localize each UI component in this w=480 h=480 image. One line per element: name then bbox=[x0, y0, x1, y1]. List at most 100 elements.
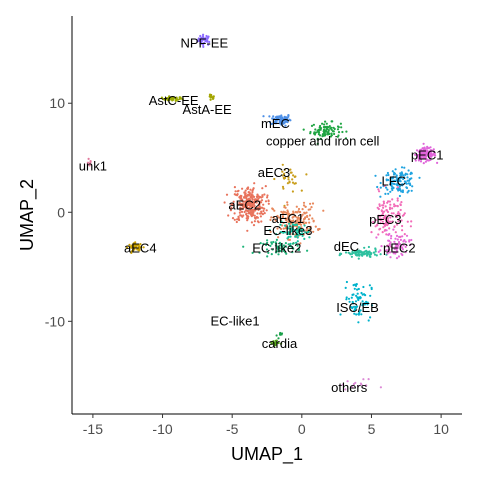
data-point bbox=[399, 238, 402, 241]
data-point bbox=[258, 204, 261, 207]
data-point bbox=[281, 174, 284, 177]
data-point bbox=[365, 301, 368, 304]
data-point bbox=[389, 241, 392, 244]
data-point bbox=[360, 251, 363, 254]
data-point bbox=[378, 203, 381, 206]
data-point bbox=[270, 216, 273, 219]
data-point bbox=[238, 196, 241, 199]
data-point bbox=[382, 226, 385, 229]
data-point bbox=[300, 189, 303, 192]
data-point bbox=[286, 237, 289, 240]
data-point bbox=[386, 188, 389, 191]
data-point bbox=[237, 189, 240, 192]
data-point bbox=[300, 215, 303, 218]
data-point bbox=[344, 137, 348, 140]
data-point bbox=[307, 208, 310, 211]
data-point bbox=[427, 159, 430, 162]
data-point bbox=[291, 242, 294, 245]
data-point bbox=[283, 168, 286, 171]
data-point bbox=[287, 227, 290, 230]
data-point bbox=[252, 224, 256, 227]
data-point bbox=[283, 172, 286, 175]
data-point bbox=[365, 254, 369, 257]
data-point bbox=[240, 196, 243, 200]
data-point bbox=[272, 340, 275, 343]
data-point bbox=[396, 199, 399, 202]
data-point bbox=[325, 125, 328, 128]
data-point bbox=[256, 220, 259, 223]
data-point bbox=[296, 240, 299, 243]
data-point bbox=[244, 189, 247, 192]
data-point bbox=[291, 213, 294, 216]
data-point bbox=[351, 300, 354, 304]
data-point bbox=[237, 218, 240, 221]
data-point bbox=[394, 204, 397, 207]
data-point bbox=[370, 304, 374, 307]
cluster-points-copper-and-iron-cell bbox=[302, 120, 348, 145]
data-point bbox=[414, 153, 417, 156]
data-point bbox=[327, 126, 330, 129]
data-point bbox=[280, 220, 283, 223]
data-point bbox=[400, 219, 403, 222]
data-point bbox=[288, 244, 292, 248]
data-point bbox=[385, 249, 388, 252]
data-point bbox=[339, 122, 342, 125]
cluster-points-ec-like2 bbox=[242, 238, 309, 258]
data-point bbox=[436, 161, 439, 164]
data-point bbox=[261, 187, 264, 190]
data-point bbox=[175, 99, 178, 102]
data-point bbox=[398, 178, 401, 181]
x-tick-label: 0 bbox=[298, 421, 306, 437]
data-point bbox=[262, 209, 265, 213]
data-point bbox=[379, 195, 382, 198]
data-point bbox=[405, 186, 409, 190]
data-point bbox=[294, 182, 297, 185]
data-point bbox=[267, 200, 270, 203]
data-point bbox=[249, 188, 252, 191]
data-point bbox=[393, 203, 396, 206]
data-point bbox=[363, 246, 366, 249]
data-point bbox=[322, 209, 325, 212]
data-point bbox=[259, 242, 262, 245]
data-point bbox=[274, 244, 278, 247]
data-point bbox=[396, 212, 399, 215]
data-point bbox=[330, 134, 333, 137]
data-point bbox=[257, 208, 260, 211]
data-point bbox=[312, 220, 315, 223]
data-point bbox=[249, 209, 252, 212]
data-point bbox=[339, 313, 342, 316]
data-point bbox=[247, 215, 250, 218]
data-point bbox=[372, 220, 375, 224]
data-point bbox=[266, 239, 269, 242]
data-point bbox=[404, 172, 407, 175]
data-point bbox=[422, 142, 425, 145]
data-point bbox=[272, 117, 276, 120]
data-point bbox=[374, 218, 377, 222]
data-point bbox=[354, 381, 357, 384]
data-point bbox=[344, 388, 347, 391]
data-point bbox=[261, 194, 264, 197]
data-point bbox=[370, 231, 373, 234]
data-point bbox=[285, 119, 288, 122]
data-point bbox=[128, 243, 131, 246]
data-point bbox=[351, 386, 354, 389]
data-point bbox=[287, 216, 290, 219]
data-point bbox=[248, 202, 251, 206]
data-point bbox=[389, 237, 393, 240]
data-point bbox=[160, 96, 163, 99]
data-point bbox=[282, 231, 285, 234]
data-point bbox=[283, 224, 287, 227]
data-point bbox=[385, 220, 388, 223]
cluster-label: dEC bbox=[334, 239, 359, 254]
data-point bbox=[282, 227, 285, 230]
data-point bbox=[357, 298, 360, 302]
data-point bbox=[236, 194, 239, 197]
data-point bbox=[362, 293, 366, 296]
data-point bbox=[326, 133, 329, 136]
data-point bbox=[281, 185, 285, 188]
data-point bbox=[139, 246, 143, 249]
data-point bbox=[288, 222, 291, 225]
data-point bbox=[392, 173, 396, 176]
data-point bbox=[386, 245, 389, 248]
data-point bbox=[243, 210, 246, 214]
